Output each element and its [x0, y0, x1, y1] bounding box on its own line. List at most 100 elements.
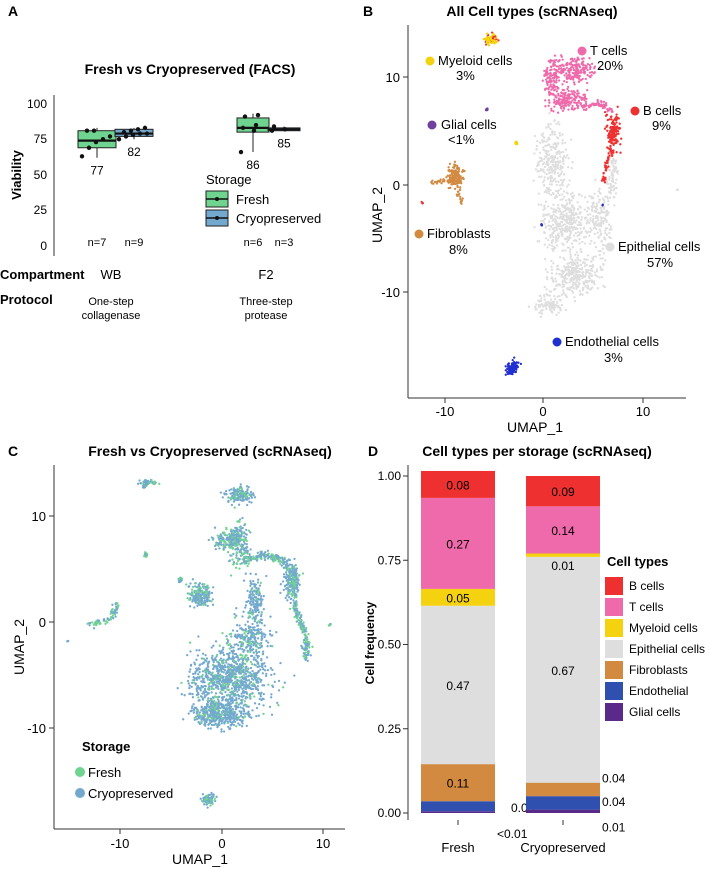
epithelial-label: Epithelial cells	[618, 239, 701, 254]
umap-point	[596, 214, 599, 218]
umap-point	[249, 692, 252, 696]
umap-point	[255, 650, 258, 653]
umap-point	[509, 365, 512, 369]
umap-point	[219, 652, 222, 655]
umap-point	[244, 538, 247, 541]
umap-point	[244, 496, 248, 499]
umap-point	[241, 516, 244, 520]
umap-point	[578, 74, 582, 78]
umap-point	[567, 85, 570, 89]
umap-point	[212, 586, 215, 589]
umap-point	[254, 686, 258, 690]
umap-point	[289, 607, 292, 611]
umap-point	[286, 578, 290, 581]
umap-point	[191, 585, 195, 589]
umap-point	[544, 99, 547, 102]
umap-point	[289, 581, 292, 585]
umap-point	[613, 196, 616, 199]
umap-point	[519, 362, 523, 366]
umap-point	[296, 616, 299, 619]
umap-point	[590, 103, 593, 106]
umap-point	[588, 234, 591, 237]
umap-point	[225, 493, 228, 496]
umap-point	[221, 631, 224, 635]
umap-point	[241, 658, 245, 662]
umap-point	[255, 559, 259, 562]
umap-point	[504, 373, 507, 376]
umap-point	[224, 683, 228, 686]
umap-point	[600, 217, 603, 220]
umap-point	[488, 38, 491, 42]
umap-point	[297, 623, 300, 626]
umap-point	[285, 594, 288, 597]
umap-point	[261, 684, 264, 687]
umap-point	[234, 496, 237, 500]
umap-point	[215, 680, 219, 683]
umap-point	[230, 672, 233, 675]
umap-point	[207, 586, 210, 590]
umap-point	[199, 593, 203, 596]
umap-point	[266, 549, 270, 552]
umap-point	[251, 709, 254, 712]
umap-point	[207, 660, 211, 663]
umap-point	[571, 196, 575, 200]
umap-point	[560, 231, 563, 234]
umap-point	[293, 566, 296, 569]
umap-point	[562, 256, 565, 260]
umap-point	[204, 593, 207, 596]
umap-point	[535, 148, 538, 151]
umap-point	[187, 675, 190, 678]
umap-point	[226, 674, 229, 678]
umap-point	[567, 70, 571, 74]
umap-point	[150, 479, 153, 482]
umap-point	[260, 662, 263, 666]
umap-point	[610, 129, 613, 132]
umap-point	[214, 547, 217, 551]
umap-point	[558, 134, 562, 137]
umap-point	[597, 211, 601, 214]
umap-point	[241, 695, 244, 698]
umap-point	[571, 260, 575, 263]
umap-point	[597, 189, 601, 193]
umap-point	[564, 249, 567, 252]
umap-point	[558, 161, 561, 164]
umap-point	[576, 271, 579, 274]
umap-point	[612, 139, 616, 142]
umap-point	[236, 548, 239, 551]
umap-point	[543, 157, 546, 161]
umap-point	[604, 218, 607, 222]
umap-point	[305, 626, 308, 630]
umap-point	[555, 65, 558, 68]
a-n-label: n=7	[88, 237, 107, 249]
umap-point	[600, 240, 604, 243]
umap-point	[457, 168, 461, 171]
umap-point	[289, 567, 292, 570]
umap-point	[196, 654, 200, 657]
umap-point	[544, 105, 547, 108]
a-median-label: 82	[127, 145, 141, 159]
umap-point	[246, 503, 249, 507]
umap-point	[550, 268, 554, 271]
umap-point	[222, 675, 225, 678]
umap-point	[535, 144, 539, 148]
umap-point	[240, 562, 244, 565]
umap-point	[560, 217, 564, 220]
umap-point	[209, 697, 213, 700]
umap-point	[564, 141, 567, 144]
umap-point	[552, 73, 555, 77]
umap-point	[545, 288, 548, 291]
umap-point	[238, 557, 241, 561]
umap-point	[561, 166, 564, 169]
a-data-point	[242, 114, 248, 119]
umap-point	[603, 211, 607, 214]
umap-point	[284, 576, 287, 580]
umap-point	[589, 288, 592, 291]
umap-point	[555, 272, 558, 275]
umap-point	[549, 179, 552, 182]
umap-point	[450, 173, 454, 176]
umap-point	[570, 270, 573, 274]
umap-point	[593, 65, 597, 68]
umap-point	[559, 179, 563, 182]
umap-point	[602, 178, 606, 182]
